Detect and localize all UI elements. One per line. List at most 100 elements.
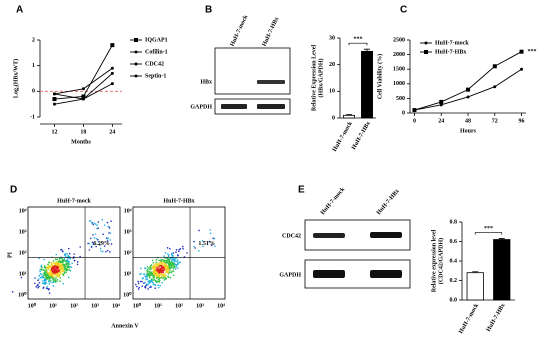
- event-dot: [139, 273, 141, 276]
- event-dot: [55, 264, 58, 266]
- error-bar: [346, 114, 352, 116]
- flow-y-tick: 10³: [19, 229, 27, 235]
- event-dot: [43, 274, 46, 276]
- event-dot: [53, 265, 56, 268]
- event-dot: [44, 283, 46, 285]
- event-dot: [160, 261, 163, 264]
- event-dot: [160, 269, 163, 272]
- x-tick-label: HuH-7-HBx: [486, 303, 507, 333]
- event-dot: [63, 258, 66, 260]
- event-dot: [90, 246, 93, 248]
- event-dot: [67, 263, 70, 265]
- legend-marker: [134, 62, 138, 66]
- event-dot: [59, 260, 61, 263]
- blot-band: [313, 270, 345, 278]
- event-dot: [54, 281, 57, 283]
- flow-title: HuH-7-mock: [57, 198, 91, 204]
- event-dot: [152, 269, 155, 272]
- event-dot: [88, 220, 91, 222]
- event-dot: [137, 288, 140, 290]
- y-tick-label: 1500: [393, 67, 405, 73]
- legend-label: HuH-7-mock: [435, 40, 469, 46]
- event-dot: [42, 287, 45, 289]
- flow-x-tick: 10²: [70, 303, 78, 309]
- event-dot: [47, 280, 50, 283]
- event-dot: [48, 265, 51, 268]
- event-dot: [164, 273, 166, 275]
- event-dot: [48, 283, 51, 285]
- event-dot: [177, 262, 179, 265]
- event-dot: [110, 243, 113, 245]
- event-dot: [149, 276, 151, 278]
- error-bar: [364, 48, 370, 52]
- panel-label: C: [400, 5, 407, 16]
- event-dot: [61, 270, 64, 273]
- event-dot: [202, 245, 204, 248]
- event-dot: [169, 276, 172, 279]
- event-dot: [62, 259, 64, 262]
- event-dot: [50, 271, 53, 274]
- event-dot: [62, 268, 65, 270]
- event-dot: [182, 248, 184, 250]
- error-bar: [498, 238, 505, 240]
- point: [110, 66, 114, 70]
- event-dot: [140, 267, 142, 270]
- event-dot: [167, 255, 170, 258]
- event-dot: [73, 253, 75, 255]
- flow-x-tick: 10¹: [154, 303, 162, 309]
- y-tick-label: 2500: [393, 37, 405, 43]
- event-dot: [161, 258, 164, 261]
- flow-x-tick: 10¹: [49, 303, 57, 309]
- flow-x-tick: 10³: [196, 303, 204, 309]
- event-dot: [54, 278, 57, 281]
- event-dot: [106, 240, 109, 242]
- event-dot: [177, 254, 179, 256]
- event-dot: [76, 261, 79, 263]
- x-tick-label: HuH-7-mock: [458, 302, 480, 335]
- event-dot: [108, 251, 111, 253]
- event-dot: [37, 286, 39, 289]
- series-line: [54, 83, 113, 105]
- y-axis-label: Cell Viability (%): [376, 54, 383, 99]
- event-dot: [61, 261, 64, 264]
- flow-y-tick: 10⁰: [123, 291, 132, 298]
- y-tick-label: 10: [329, 89, 335, 95]
- quadrant-percent: 1.51%: [198, 241, 215, 247]
- event-dot: [51, 281, 53, 284]
- event-dot: [155, 269, 158, 272]
- point: [492, 64, 497, 69]
- event-dot: [45, 273, 47, 276]
- event-dot: [48, 277, 50, 279]
- event-dot: [193, 245, 195, 248]
- event-dot: [42, 280, 44, 282]
- event-dot: [92, 223, 95, 226]
- event-dot: [156, 280, 159, 283]
- event-dot: [63, 266, 65, 268]
- event-dot: [88, 249, 91, 251]
- event-dot: [56, 262, 59, 265]
- event-dot: [148, 274, 151, 276]
- event-dot: [171, 266, 173, 269]
- event-dot: [159, 276, 161, 279]
- event-dot: [105, 250, 107, 253]
- y-tick-label: 1000: [393, 81, 405, 87]
- event-dot: [58, 269, 61, 272]
- event-dot: [38, 281, 41, 284]
- event-dot: [214, 245, 216, 247]
- event-dot: [55, 274, 58, 277]
- event-dot: [161, 277, 164, 279]
- flow-xlabel: Annexin V: [111, 323, 139, 329]
- flow-x-tick: 10³: [91, 303, 99, 309]
- point: [81, 87, 85, 91]
- event-dot: [153, 274, 155, 276]
- event-dot: [103, 245, 106, 247]
- event-dot: [164, 278, 166, 280]
- event-dot: [183, 256, 186, 258]
- y-axis-label: Log₂(HBx/WT): [12, 59, 19, 98]
- event-dot: [48, 266, 51, 269]
- event-dot: [162, 273, 165, 276]
- event-dot: [63, 271, 66, 273]
- lane-label: HuH-7-mock: [320, 186, 347, 216]
- event-dot: [97, 241, 100, 243]
- event-dot: [46, 287, 49, 290]
